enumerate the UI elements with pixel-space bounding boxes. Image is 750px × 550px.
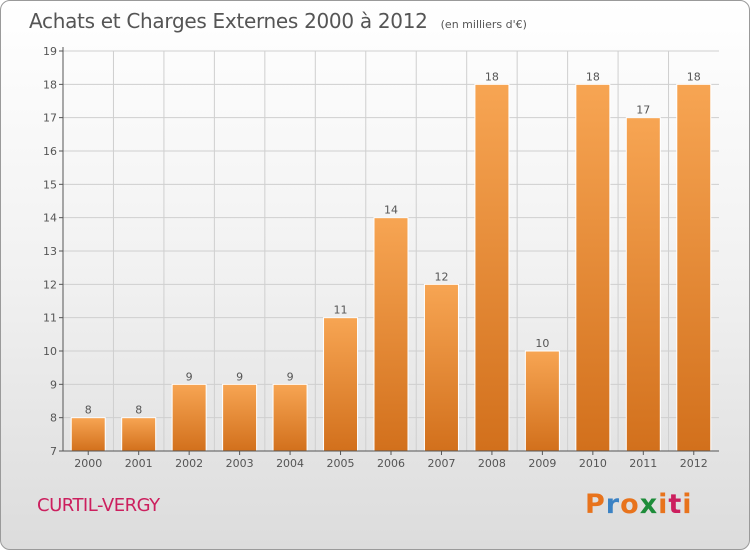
x-tick-label: 2003	[226, 457, 254, 470]
logo-letter: P	[585, 489, 606, 520]
y-tick-label: 16	[43, 145, 57, 158]
x-tick-label: 2002	[175, 457, 203, 470]
x-tick-label: 2011	[629, 457, 657, 470]
bar-value-label: 18	[485, 70, 499, 83]
bar-value-label: 9	[236, 370, 243, 383]
y-tick-label: 14	[43, 212, 57, 225]
x-tick-label: 2007	[427, 457, 455, 470]
logo-letter: x	[639, 489, 659, 520]
y-tick-label: 8	[50, 412, 57, 425]
bar-2000	[70, 417, 106, 452]
bar-value-label: 9	[287, 370, 294, 383]
logo-letter: o	[620, 489, 640, 520]
bar-2008	[474, 83, 510, 452]
bars	[70, 83, 712, 452]
x-tick-label: 2012	[680, 457, 708, 470]
y-tick-label: 18	[43, 78, 57, 91]
y-tick-label: 9	[50, 378, 57, 391]
y-tick-label: 15	[43, 178, 57, 191]
y-tick-label: 12	[43, 278, 57, 291]
bar-2011	[625, 117, 661, 452]
bar-value-label: 12	[434, 270, 448, 283]
bar-value-label: 14	[384, 204, 398, 217]
bar-2005	[323, 317, 359, 452]
bar-2009	[524, 350, 560, 452]
x-tick-label: 2000	[74, 457, 102, 470]
logo-letter: i	[658, 489, 669, 520]
axes	[59, 47, 719, 455]
x-tick-label: 2004	[276, 457, 304, 470]
bar-value-label: 17	[636, 104, 650, 117]
proxiti-logo: Proxiti	[585, 489, 693, 520]
logo-letter: i	[682, 489, 693, 520]
x-tick-label: 2008	[478, 457, 506, 470]
x-tick-label: 2006	[377, 457, 405, 470]
bar-2001	[121, 417, 157, 452]
labels: 7 8 9 10 11 12 13 14 15 16 17 18 19 8 2000 8 2001 9 2002 9 2…	[43, 45, 708, 470]
chart-title: Achats et Charges Externes 2000 à 2012 (…	[29, 9, 527, 33]
bar-value-label: 18	[586, 70, 600, 83]
bar-value-label: 11	[334, 304, 348, 317]
bar-value-label: 10	[535, 337, 549, 350]
y-tick-label: 7	[50, 445, 57, 458]
x-tick-label: 2001	[125, 457, 153, 470]
bar-2012	[676, 83, 712, 452]
bar-2006	[373, 217, 409, 452]
y-tick-label: 17	[43, 112, 57, 125]
bar-value-label: 8	[135, 404, 142, 417]
chart-title-text: Achats et Charges Externes 2000 à 2012	[29, 9, 428, 33]
bar-value-label: 9	[186, 370, 193, 383]
x-tick-label: 2005	[327, 457, 355, 470]
logo-letter: r	[605, 489, 621, 520]
bar-value-label: 18	[687, 70, 701, 83]
x-tick-label: 2010	[579, 457, 607, 470]
y-tick-label: 19	[43, 45, 57, 58]
y-tick-label: 11	[43, 312, 57, 325]
x-tick-label: 2009	[528, 457, 556, 470]
bar-value-label: 8	[85, 404, 92, 417]
y-tick-label: 10	[43, 345, 57, 358]
bar-2003	[222, 383, 258, 452]
y-tick-label: 13	[43, 245, 57, 258]
bar-2004	[272, 383, 308, 452]
bar-2010	[575, 83, 611, 452]
bar-2002	[171, 383, 207, 452]
chart-unit: (en milliers d'€)	[440, 18, 527, 31]
commune-name: CURTIL-VERGY	[37, 495, 160, 516]
bar-2007	[423, 283, 459, 452]
logo-letter: t	[668, 489, 683, 520]
